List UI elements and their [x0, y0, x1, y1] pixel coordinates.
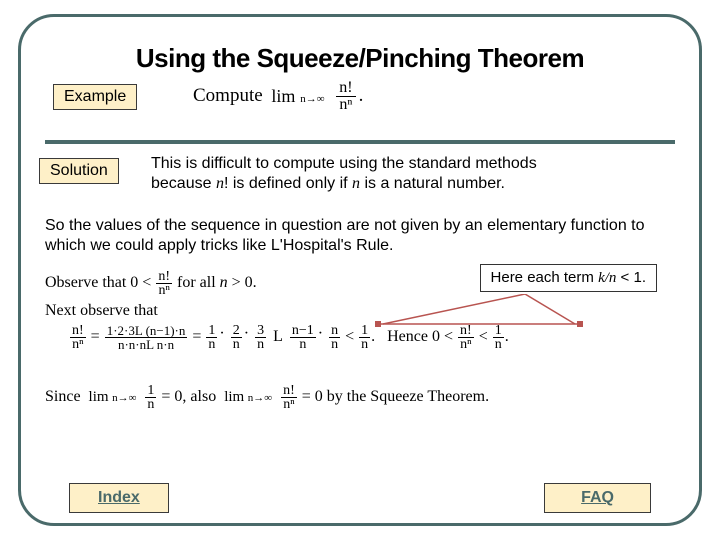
math-area: Observe that 0 < n!nⁿ for all n > 0. Her… [45, 266, 675, 426]
since-lim1: lim n→∞ [89, 390, 137, 406]
sol-l2a: because [151, 175, 216, 192]
example-label: Example [53, 84, 137, 110]
eq-equals2: = [192, 328, 205, 345]
sol-n1: n [216, 175, 224, 192]
eq-lt: < [345, 328, 358, 345]
solution-text: This is difficult to compute using the s… [151, 154, 675, 194]
footer: Index FAQ [45, 479, 675, 513]
obs1-a: Observe that 0 < [45, 274, 151, 291]
eq-r2: 1n [493, 324, 504, 351]
observe-1: Observe that 0 < n!nⁿ for all n > 0. [45, 270, 257, 297]
since-f2: n!nⁿ [281, 384, 297, 411]
observe-2: Next observe that [45, 302, 158, 320]
compute-prefix: Compute [193, 85, 263, 106]
eq-equals: = [91, 328, 104, 345]
faq-button[interactable]: FAQ [544, 483, 651, 513]
obs1-n: n [220, 274, 228, 291]
slide-title: Using the Squeeze/Pinching Theorem [45, 43, 675, 74]
sol-l1: This is difficult to compute using the s… [151, 155, 537, 172]
compute-suffix: . [359, 85, 364, 106]
paragraph-2: So the values of the sequence in questio… [45, 216, 675, 256]
slide-frame: Using the Squeeze/Pinching Theorem Examp… [18, 14, 702, 526]
compute-expression: Compute lim n→∞ n! nⁿ . [193, 80, 363, 113]
obs1-frac: n!nⁿ [156, 270, 172, 297]
since-c: = 0 by the Squeeze Theorem. [302, 388, 489, 405]
lim-word: lim [271, 86, 295, 106]
sol-l2c: ! is defined only if [224, 175, 352, 192]
obs1-d: > 0. [228, 274, 257, 291]
solution-row: Solution This is difficult to compute us… [45, 154, 675, 206]
eq-p3: 3n [255, 324, 266, 351]
callout-c: < 1. [616, 269, 646, 286]
eq-p4: n−1n [290, 324, 316, 351]
obs1-b: for all [177, 274, 220, 291]
eq-p2: 2n [231, 324, 242, 351]
eq-lhs: n!nⁿ [70, 324, 86, 351]
limit-block: lim n→∞ [271, 86, 324, 108]
eq-1n: 1n [359, 324, 370, 351]
sol-l2e: is a natural number. [360, 175, 505, 192]
example-row: Example Compute lim n→∞ n! nⁿ . [45, 84, 675, 140]
sol-n2: n [352, 175, 360, 192]
solution-label: Solution [39, 158, 119, 184]
compute-fraction: n! nⁿ [336, 80, 355, 113]
eq-bigfrac: 1·2·3L (n−1)·nn·n·nL n·n [105, 324, 188, 351]
frac-num: n! [336, 80, 355, 97]
eq-L: L [273, 328, 283, 345]
index-button[interactable]: Index [69, 483, 169, 513]
divider [45, 140, 675, 144]
frac-den: nⁿ [336, 97, 355, 113]
equation-line: n!nⁿ = 1·2·3L (n−1)·nn·n·nL n·n = 1n· 2n… [69, 324, 671, 351]
lim-sub: n→∞ [300, 93, 324, 105]
callout-box: Here each term k/n < 1. [480, 264, 657, 292]
eq-p1: 1n [206, 324, 217, 351]
callout-a: Here each term [491, 269, 599, 286]
since-a: Since [45, 388, 85, 405]
since-lim2: lim n→∞ [224, 390, 272, 406]
callout-b: k/n [598, 270, 616, 286]
eq-r1: n!nⁿ [458, 324, 474, 351]
since-f1: 1n [145, 384, 156, 411]
since-b: = 0, also [161, 388, 220, 405]
eq-hence: Hence 0 < [387, 328, 453, 345]
eq-dot-end: . [505, 328, 509, 345]
eq-p5: nn [329, 324, 340, 351]
since-line: Since lim n→∞ 1n = 0, also lim n→∞ n!nⁿ … [45, 384, 489, 411]
eq-lt2: < [479, 328, 492, 345]
